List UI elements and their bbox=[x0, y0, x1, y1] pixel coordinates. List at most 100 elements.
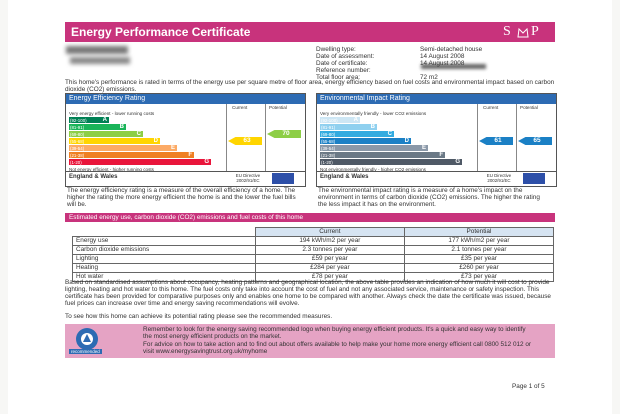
recommended-logo bbox=[76, 328, 98, 350]
footer-right: EU Directive 2002/91/EC bbox=[486, 173, 512, 183]
table-cell: Carbon dioxide emissions bbox=[72, 245, 256, 255]
vline bbox=[516, 104, 517, 171]
redacted-address bbox=[70, 57, 130, 64]
table-row: Hot water £78 per year £73 per year bbox=[72, 272, 555, 282]
rating-arrow: 63 bbox=[228, 137, 262, 145]
band: (55-68) D bbox=[320, 138, 411, 144]
column-header: Current bbox=[483, 105, 499, 110]
table-cell: 2.3 tonnes per year bbox=[254, 245, 405, 255]
vline bbox=[477, 104, 478, 171]
advice-box: recommended Remember to look for the ene… bbox=[65, 324, 555, 358]
section-title: Estimated energy use, carbon dioxide (CO… bbox=[65, 213, 555, 222]
property-value: 72 m2 bbox=[420, 74, 438, 81]
cost-table: Current Potential Energy use 194 kWh/m2 per… bbox=[72, 227, 555, 282]
rating-arrow: 70 bbox=[267, 130, 301, 138]
redacted-address bbox=[66, 46, 128, 54]
band-range: (55-68) bbox=[70, 139, 85, 144]
band-range: (81-91) bbox=[70, 125, 85, 130]
page-number: Page 1 of 5 bbox=[512, 383, 545, 390]
table-cell: £284 per year bbox=[254, 263, 405, 273]
property-label: Dwelling type: bbox=[316, 46, 356, 53]
band: (21-38) F bbox=[320, 152, 445, 158]
band-letter: A bbox=[353, 117, 358, 123]
description: The energy efficiency rating is a measur… bbox=[67, 187, 296, 208]
vline bbox=[265, 104, 266, 171]
title: Energy Performance Certificate bbox=[71, 25, 251, 39]
band-letter: C bbox=[136, 131, 141, 137]
header-cell: Potential bbox=[403, 227, 555, 237]
header-cell: Current bbox=[254, 227, 405, 237]
advice-text: Remember to look for the energy saving r… bbox=[143, 326, 526, 340]
band-range: (69-80) bbox=[70, 132, 85, 137]
table-row: Carbon dioxide emissions 2.3 tonnes per y… bbox=[72, 245, 555, 255]
band-letter: G bbox=[455, 159, 460, 165]
band-letter: F bbox=[188, 152, 192, 158]
band: (69-80) C bbox=[69, 131, 143, 137]
band-range: (92-100) bbox=[321, 118, 338, 123]
top-note: Very environmentally friendly - lower CO… bbox=[320, 111, 427, 116]
band-letter: D bbox=[404, 138, 409, 144]
table-cell: Energy use bbox=[72, 236, 256, 246]
column-header: Potential bbox=[520, 105, 538, 110]
band: (39-54) E bbox=[69, 145, 177, 151]
logo-crown bbox=[517, 27, 529, 38]
footer-left: England & Wales bbox=[320, 174, 369, 180]
column-header: Current bbox=[232, 105, 248, 110]
panel-title: Environmental Impact Rating bbox=[317, 94, 556, 104]
band: (1-20) G bbox=[320, 159, 462, 165]
band: (1-20) G bbox=[69, 159, 211, 165]
table-cell: £59 per year bbox=[254, 254, 405, 264]
property-value: 14 August 2008 bbox=[420, 60, 465, 67]
table-cell: £35 per year bbox=[403, 254, 555, 264]
band-range: (21-38) bbox=[70, 153, 85, 158]
bottom-note: Not environmentally friendly - higher CO… bbox=[320, 167, 426, 172]
band: (39-54) E bbox=[320, 145, 428, 151]
property-label: Reference number: bbox=[316, 67, 371, 74]
band-letter: D bbox=[153, 138, 158, 144]
band: (55-68) D bbox=[69, 138, 160, 144]
band-letter: E bbox=[170, 145, 175, 151]
table-cell: Lighting bbox=[72, 254, 256, 264]
advice-text: For advice on how to take action and to … bbox=[143, 341, 532, 355]
rating-panel: Environmental Impact Rating Current Potent… bbox=[316, 93, 557, 187]
redacted-reference bbox=[421, 64, 486, 69]
table-header: Current Potential bbox=[73, 227, 555, 237]
column-header: Potential bbox=[269, 105, 287, 110]
note: Based on standardised assumptions about … bbox=[65, 279, 551, 307]
band-range: (1-20) bbox=[70, 160, 82, 165]
band-letter: A bbox=[102, 117, 107, 123]
band: (81-91) B bbox=[69, 124, 126, 130]
property-label: Date of assessment: bbox=[316, 53, 375, 60]
band: (92-100) A bbox=[69, 117, 109, 123]
band-letter: G bbox=[204, 159, 209, 165]
footer-right: EU Directive 2002/91/EC bbox=[235, 173, 261, 183]
eu-flag bbox=[272, 173, 294, 184]
band: (21-38) F bbox=[69, 152, 194, 158]
bottom-note: Not energy efficient - higher running co… bbox=[69, 167, 154, 172]
band-range: (39-54) bbox=[321, 146, 336, 151]
footer-left: England & Wales bbox=[69, 174, 118, 180]
table-cell: 194 kWh/m2 per year bbox=[254, 236, 405, 246]
table-cell: £73 per year bbox=[403, 272, 555, 282]
band-range: (81-91) bbox=[321, 125, 336, 130]
band-range: (39-54) bbox=[70, 146, 85, 151]
intro: This home's performance is rated in term… bbox=[65, 79, 555, 93]
property-value: Semi-detached house bbox=[420, 46, 483, 53]
table-cell: Heating bbox=[72, 263, 256, 273]
rating-arrow: 65 bbox=[518, 137, 552, 145]
band-letter: B bbox=[370, 124, 375, 130]
band-letter: B bbox=[119, 124, 124, 130]
band-range: (1-20) bbox=[321, 160, 333, 165]
property-label: Date of certificate: bbox=[316, 60, 368, 67]
band: (81-91) B bbox=[320, 124, 377, 130]
table-cell: 2.1 tonnes per year bbox=[403, 245, 555, 255]
band-letter: C bbox=[387, 131, 392, 137]
description: The environmental impact rating is a mea… bbox=[318, 187, 540, 208]
table-row: Lighting £59 per year £35 per year bbox=[72, 254, 555, 264]
band: (69-80) C bbox=[320, 131, 394, 137]
logo-p: P bbox=[531, 24, 539, 39]
band-range: (21-38) bbox=[321, 153, 336, 158]
property-value: 14 August 2008 bbox=[420, 53, 465, 60]
logo-caption: recommended bbox=[69, 349, 102, 354]
